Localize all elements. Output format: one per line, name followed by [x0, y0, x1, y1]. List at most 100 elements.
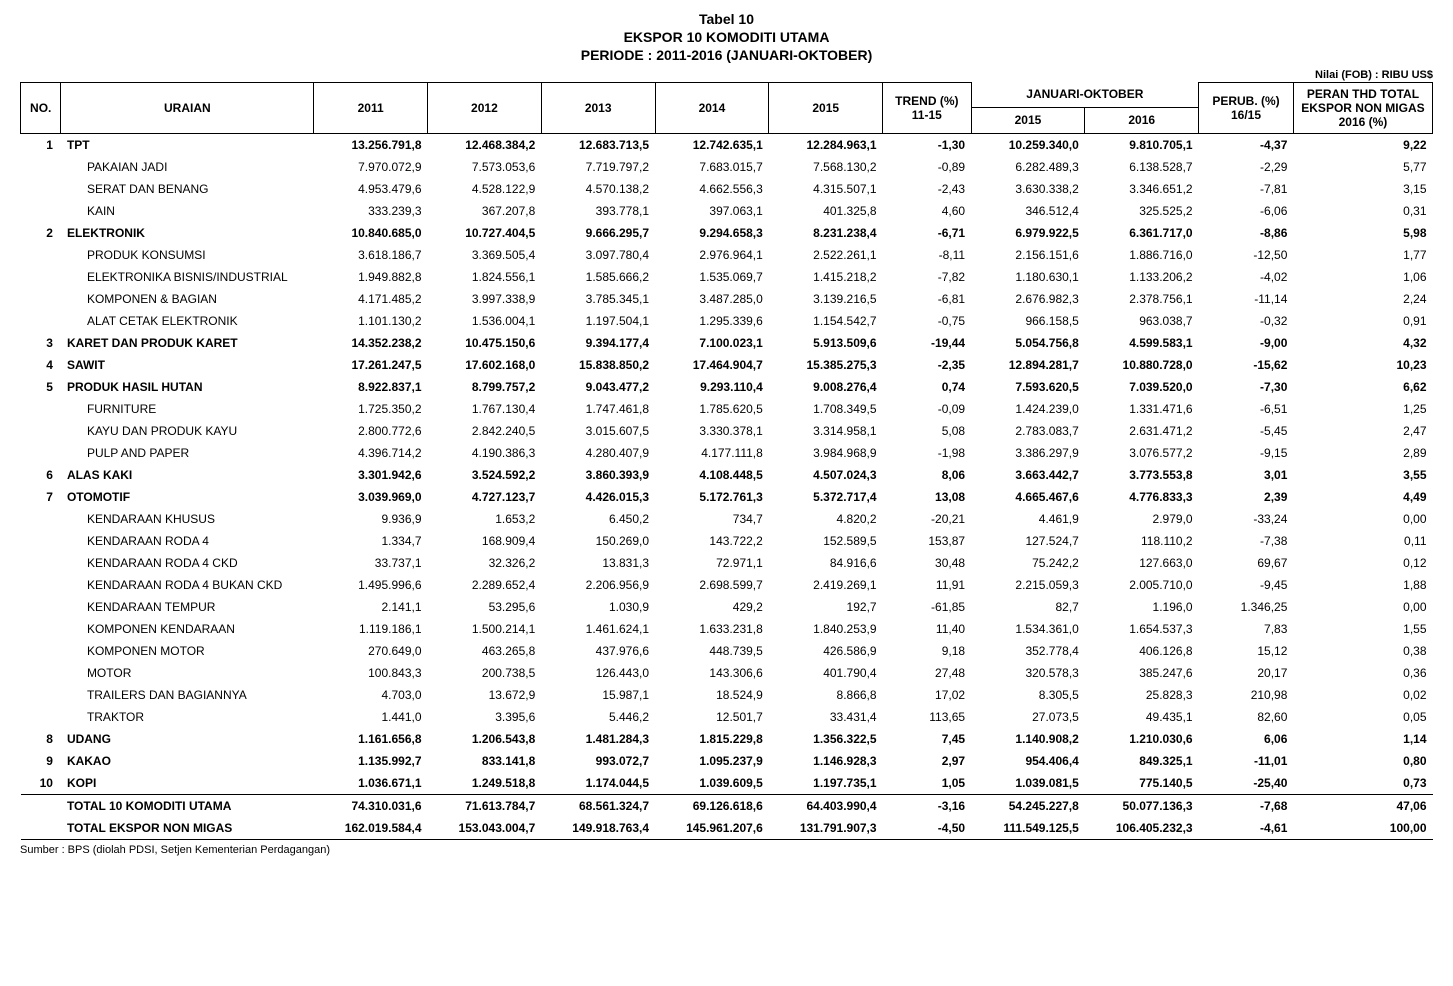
cell-value: 734,7	[655, 508, 769, 530]
cell-value: -0,32	[1199, 310, 1294, 332]
cell-no	[21, 442, 61, 464]
cell-value: 4.776.833,3	[1085, 486, 1199, 508]
cell-value: 9.936,9	[314, 508, 428, 530]
cell-value: 30,48	[883, 552, 971, 574]
cell-value: -2,43	[883, 178, 971, 200]
cell-value: 393.778,1	[541, 200, 655, 222]
cell-value: 3.076.577,2	[1085, 442, 1199, 464]
cell-value: 54.245.227,8	[971, 794, 1085, 817]
table-row: 1TPT13.256.791,812.468.384,212.683.713,5…	[21, 133, 1433, 156]
cell-value: 3.524.592,2	[428, 464, 542, 486]
table-row: KOMPONEN & BAGIAN4.171.485,23.997.338,93…	[21, 288, 1433, 310]
table-row: 6ALAS KAKI3.301.942,63.524.592,23.860.39…	[21, 464, 1433, 486]
cell-value: 153.043.004,7	[428, 817, 542, 840]
source-note: Sumber : BPS (diolah PDSI, Setjen Kement…	[20, 844, 1433, 856]
cell-value: 10.840.685,0	[314, 222, 428, 244]
cell-no	[21, 310, 61, 332]
cell-value: 75.242,2	[971, 552, 1085, 574]
cell-value: 4.396.714,2	[314, 442, 428, 464]
cell-value: -9,45	[1199, 574, 1294, 596]
cell-value: 4,32	[1293, 332, 1432, 354]
hdr-2015: 2015	[769, 82, 883, 133]
cell-value: 849.325,1	[1085, 750, 1199, 772]
cell-label: KENDARAAN RODA 4 CKD	[61, 552, 314, 574]
cell-label: TPT	[61, 133, 314, 156]
cell-value: 426.586,9	[769, 640, 883, 662]
cell-value: 4.703,0	[314, 684, 428, 706]
hdr-2011: 2011	[314, 82, 428, 133]
cell-label: KENDARAAN RODA 4	[61, 530, 314, 552]
cell-no	[21, 817, 61, 840]
cell-no: 5	[21, 376, 61, 398]
cell-value: 71.613.784,7	[428, 794, 542, 817]
cell-value: 12.468.384,2	[428, 133, 542, 156]
cell-value: 12.501,7	[655, 706, 769, 728]
cell-value: 2.979,0	[1085, 508, 1199, 530]
cell-value: 4.108.448,5	[655, 464, 769, 486]
cell-value: 149.918.763,4	[541, 817, 655, 840]
cell-value: 5,98	[1293, 222, 1432, 244]
cell-no: 10	[21, 772, 61, 795]
cell-value: 143.306,6	[655, 662, 769, 684]
cell-label: KAYU DAN PRODUK KAYU	[61, 420, 314, 442]
cell-value: 1.036.671,1	[314, 772, 428, 795]
cell-label: KENDARAAN TEMPUR	[61, 596, 314, 618]
cell-no	[21, 662, 61, 684]
cell-value: -2,35	[883, 354, 971, 376]
cell-value: 5.054.756,8	[971, 332, 1085, 354]
cell-value: 406.126,8	[1085, 640, 1199, 662]
cell-value: 1.249.518,8	[428, 772, 542, 795]
cell-value: 4.953.479,6	[314, 178, 428, 200]
cell-label: SAWIT	[61, 354, 314, 376]
cell-value: 397.063,1	[655, 200, 769, 222]
cell-value: 6.979.922,5	[971, 222, 1085, 244]
cell-value: 17,02	[883, 684, 971, 706]
cell-value: 10.880.728,0	[1085, 354, 1199, 376]
cell-value: 12.742.635,1	[655, 133, 769, 156]
cell-value: 0,12	[1293, 552, 1432, 574]
cell-no	[21, 156, 61, 178]
cell-value: 2.141,1	[314, 596, 428, 618]
cell-no: 2	[21, 222, 61, 244]
cell-value: 7.719.797,2	[541, 156, 655, 178]
cell-value: 145.961.207,6	[655, 817, 769, 840]
cell-no: 9	[21, 750, 61, 772]
cell-value: 12.683.713,5	[541, 133, 655, 156]
cell-no	[21, 596, 61, 618]
table-row: 4SAWIT17.261.247,517.602.168,015.838.850…	[21, 354, 1433, 376]
cell-value: 2.676.982,3	[971, 288, 1085, 310]
cell-value: 0,38	[1293, 640, 1432, 662]
cell-value: 7.039.520,0	[1085, 376, 1199, 398]
cell-value: 3.663.442,7	[971, 464, 1085, 486]
cell-value: -61,85	[883, 596, 971, 618]
cell-value: 10,23	[1293, 354, 1432, 376]
cell-value: 4.315.507,1	[769, 178, 883, 200]
cell-value: 3,55	[1293, 464, 1432, 486]
cell-value: 17.602.168,0	[428, 354, 542, 376]
cell-label: OTOMOTIF	[61, 486, 314, 508]
cell-value: 10.475.150,6	[428, 332, 542, 354]
table-header: NO. URAIAN 2011 2012 2013 2014 2015 TREN…	[21, 82, 1433, 133]
cell-value: 1.536.004,1	[428, 310, 542, 332]
cell-value: 13,08	[883, 486, 971, 508]
cell-value: 6.450,2	[541, 508, 655, 530]
cell-value: 1.886.716,0	[1085, 244, 1199, 266]
hdr-perub: PERUB. (%) 16/15	[1199, 82, 1294, 133]
cell-value: 4.820,2	[769, 508, 883, 530]
cell-value: 2,24	[1293, 288, 1432, 310]
table-row: TRAILERS DAN BAGIANNYA4.703,013.672,915.…	[21, 684, 1433, 706]
cell-value: -6,81	[883, 288, 971, 310]
cell-value: 401.790,4	[769, 662, 883, 684]
hdr-peran: PERAN THD TOTAL EKSPOR NON MIGAS 2016 (%…	[1293, 82, 1432, 133]
cell-value: 833.141,8	[428, 750, 542, 772]
table-row: TRAKTOR1.441,03.395,65.446,212.501,733.4…	[21, 706, 1433, 728]
cell-value: 1.653,2	[428, 508, 542, 530]
cell-label: KAKAO	[61, 750, 314, 772]
cell-value: 210,98	[1199, 684, 1294, 706]
cell-value: 17.261.247,5	[314, 354, 428, 376]
cell-no: 1	[21, 133, 61, 156]
cell-value: 7,83	[1199, 618, 1294, 640]
cell-label: KOPI	[61, 772, 314, 795]
cell-value: -7,68	[1199, 794, 1294, 817]
cell-value: -6,51	[1199, 398, 1294, 420]
